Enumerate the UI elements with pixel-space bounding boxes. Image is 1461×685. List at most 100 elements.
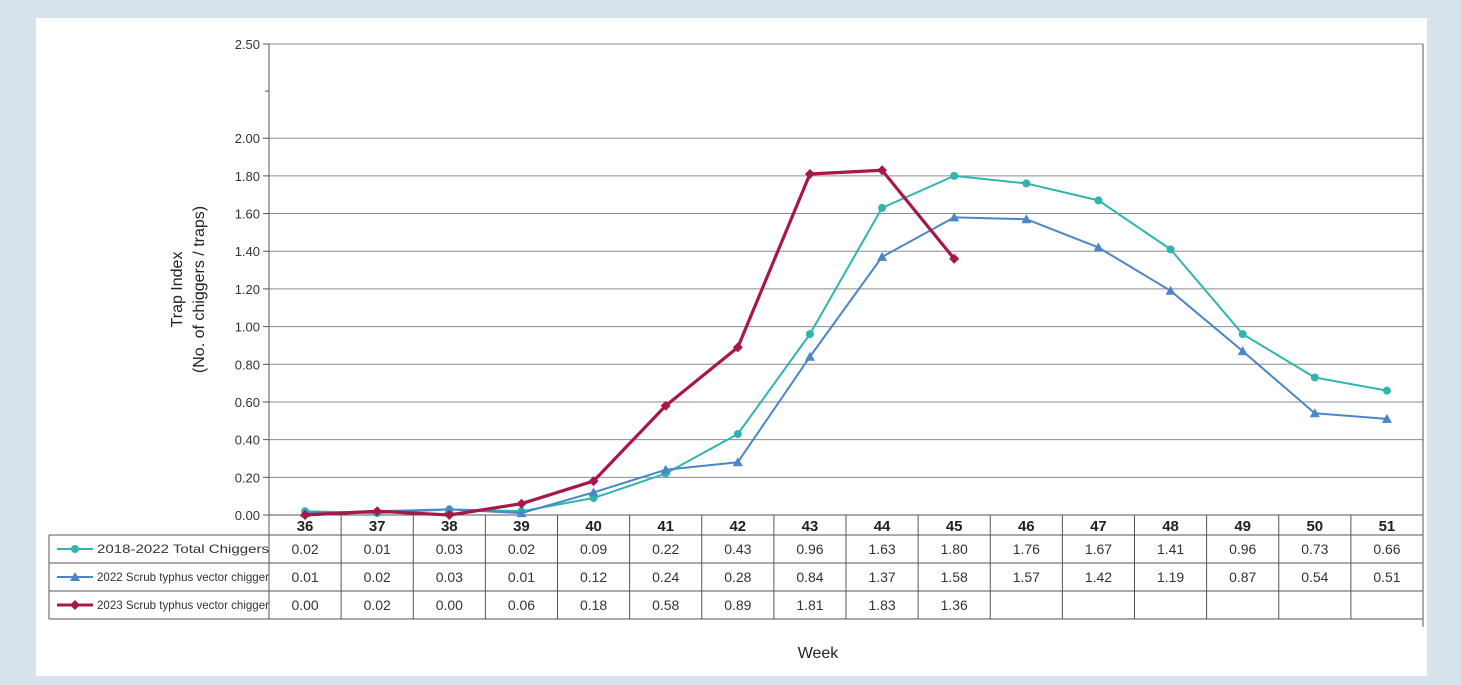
data-point [1094,196,1103,205]
table-cell-value: 0.51 [1373,569,1400,585]
table-cell-value: 1.80 [941,541,968,557]
table-cell-value: 1.83 [868,597,895,613]
week-label: 50 [1306,518,1323,535]
table-cell-value: 0.28 [724,569,751,585]
data-point [1093,242,1104,252]
legend-key-marker [70,572,80,581]
y-axis-title-line-2: (No. of chiggers / traps) [191,206,208,373]
data-point [588,476,599,487]
data-point [300,510,311,520]
table-cell-value: 0.06 [508,597,535,613]
week-label: 51 [1379,518,1396,535]
legend-label: 2023 Scrub typhus vector chigger [97,598,269,612]
week-label: 46 [1018,518,1035,535]
data-point [804,351,815,361]
table-cell-value: 0.66 [1373,541,1400,557]
week-label: 48 [1162,518,1179,535]
table-cell-value: 0.01 [364,541,391,557]
table-cell-value: 0.09 [580,541,607,557]
table-cell-value: 1.19 [1157,569,1184,585]
week-label: 42 [729,518,746,535]
data-point [660,464,671,474]
legend-key-marker [71,545,79,553]
data-point [516,498,527,509]
data-point [1309,408,1320,418]
trap-index-chart: 0.00 0.20 0.40 0.60 0.80 1.00 1.20 1.40 1.60 1.80… [48,37,1424,662]
series-line-1 [305,174,1388,515]
legend-label: 2018-2022 Total Chiggers [97,542,269,556]
week-label: 36 [297,518,314,535]
table-cell-value: 0.96 [1229,541,1256,557]
series-line-3 [304,168,956,517]
y-tick-label: 0.40 [235,433,260,448]
data-point [950,171,959,180]
y-tick-label: 0.20 [235,470,260,485]
table-cell-value: 0.54 [1301,569,1328,585]
table-cell-value: 0.01 [508,569,535,585]
legend-label: 2022 Scrub typhus vector chigger [97,570,269,584]
week-label: 38 [441,518,458,535]
week-label: 43 [802,518,819,535]
data-point [732,342,743,353]
table-cell-value: 0.02 [508,541,535,557]
y-tick-label: 1.80 [235,169,260,184]
week-label: 44 [874,518,891,535]
table-cell-value: 0.03 [436,569,463,585]
table-cell-value: 1.37 [868,569,895,585]
y-tick-label: 1.00 [235,320,260,335]
data-point [804,168,815,179]
table-cell-value: 1.41 [1157,541,1184,557]
y-tick-label: 0.80 [235,357,260,372]
x-axis-title: Week [798,645,840,662]
table-cell-value: 0.18 [580,597,607,613]
data-point [805,330,814,339]
data-point [1165,285,1176,295]
y-tick-label: 1.20 [235,282,260,297]
table-cell-value: 1.42 [1085,569,1112,585]
series-line-2 [305,216,1388,515]
table-cell-value: 0.00 [291,597,318,613]
table-cell-value: 0.22 [652,541,679,557]
data-point [878,203,887,212]
data-point [1238,330,1247,339]
table-cell-value: 0.73 [1301,541,1328,557]
data-point [877,165,888,176]
data-point [732,457,743,467]
data-point [444,510,455,520]
table-cell-value: 0.87 [1229,569,1256,585]
table-cell-value: 0.24 [652,569,679,585]
table-cell-value: 0.01 [291,569,318,585]
data-point [588,487,599,497]
week-label: 39 [513,518,530,535]
data-point [444,504,455,514]
data-point [1310,373,1319,382]
y-tick-label: 0.60 [235,395,260,410]
y-tick-label: 2.00 [235,131,260,146]
table-cell-value: 1.67 [1085,541,1112,557]
table-cell-value: 1.76 [1013,541,1040,557]
data-point [1382,386,1391,395]
week-label: 41 [657,518,674,535]
table-cell-value: 0.12 [580,569,607,585]
data-point [1381,413,1392,423]
data-point [1021,214,1032,224]
y-tick-label: 1.60 [235,207,260,222]
week-label: 40 [585,518,602,535]
data-point [949,253,960,264]
table-cell-value: 0.84 [796,569,823,585]
y-tick-label: 0.00 [235,508,260,523]
data-point [733,429,742,438]
data-point [877,251,888,261]
table-cell-value: 0.96 [796,541,823,557]
data-point [372,506,383,517]
data-point [516,508,527,518]
data-point [949,212,960,222]
legend-key-marker [70,600,80,610]
table-cell-value: 0.02 [364,597,391,613]
table-cell-value: 1.58 [941,569,968,585]
y-tick-label: 2.50 [235,37,260,52]
week-label: 49 [1234,518,1251,535]
data-point [1166,245,1175,254]
y-tick-label: 1.40 [235,244,260,259]
table-cell-value: 1.36 [941,597,968,613]
